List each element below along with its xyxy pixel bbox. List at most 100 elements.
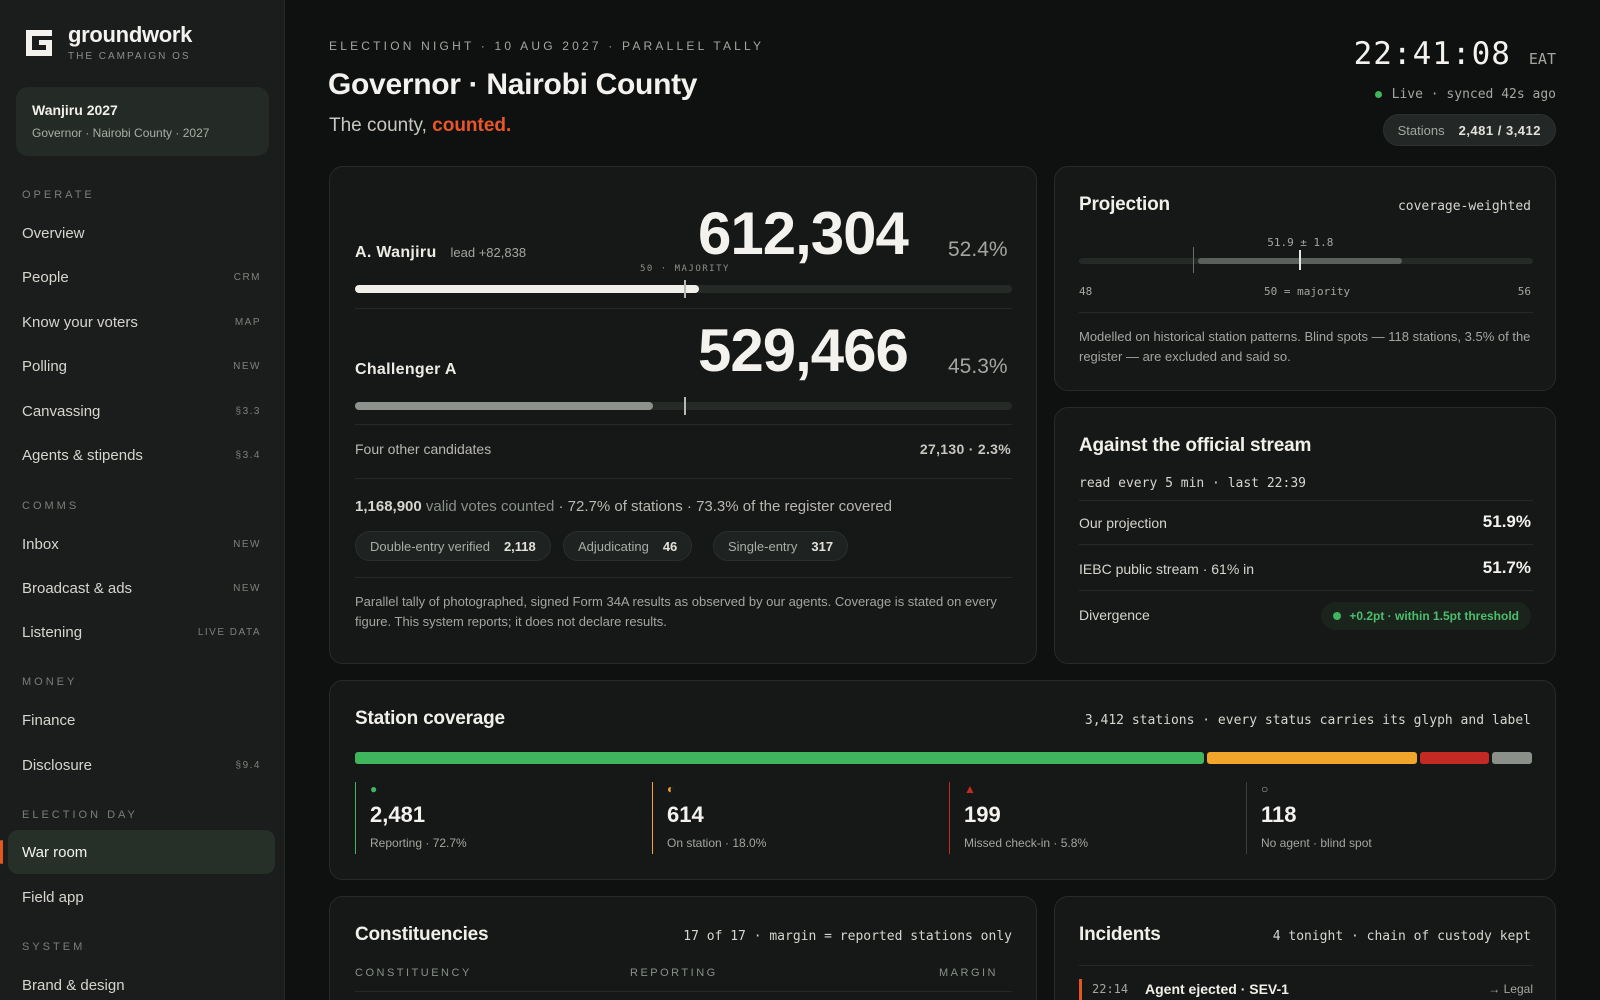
nav-section-system: SYSTEM bbox=[22, 941, 86, 953]
projection-note: Modelled on historical station patterns.… bbox=[1079, 329, 1531, 364]
stations-pill[interactable]: Stations 2,481 / 3,412 bbox=[1382, 114, 1556, 146]
constituencies-title: Constituencies bbox=[355, 924, 489, 945]
clock: 22:41:08 EAT bbox=[1354, 36, 1556, 72]
divergence-text: +0.2pt · within 1.5pt threshold bbox=[1349, 609, 1519, 623]
column-header-margin[interactable]: MARGIN bbox=[939, 967, 998, 979]
reporting-dot-icon: ● bbox=[370, 782, 378, 796]
brand-tagline: THE CAMPAIGN OS bbox=[68, 51, 191, 62]
stat-on-station[interactable]: ◐ 614 On station · 18.0% bbox=[652, 782, 766, 854]
nav-item-agents-stipends[interactable]: Agents & stipends §3.4 bbox=[8, 433, 275, 477]
status-dot-icon bbox=[1333, 612, 1342, 620]
incident-item[interactable]: 22:14 Agent ejected · SEV-1 → Legal bbox=[1079, 979, 1533, 1000]
official-row-value: 51.7% bbox=[1482, 558, 1531, 577]
official-stream-card: Against the official stream read every 5… bbox=[1054, 407, 1556, 664]
page-eyebrow: ELECTION NIGHT · 10 AUG 2027 · PARALLEL … bbox=[329, 39, 765, 53]
tally-note: Parallel tally of photographed, signed F… bbox=[355, 594, 997, 629]
subtitle-accent: counted. bbox=[432, 115, 512, 136]
projection-card: Projection coverage-weighted 51.9 ± 1.8 … bbox=[1054, 166, 1556, 391]
stat-label: Missed check-in · 5.8% bbox=[964, 836, 1089, 850]
challenger-pct: 45.3% bbox=[948, 355, 1008, 378]
nav-item-label: People bbox=[22, 268, 69, 286]
nav-section-election-day: ELECTION DAY bbox=[22, 809, 138, 821]
constituencies-card: Constituencies 17 of 17 · margin = repor… bbox=[329, 896, 1037, 1000]
incident-action-link[interactable]: → Legal bbox=[1488, 982, 1533, 996]
coverage-bar bbox=[355, 752, 1532, 764]
leader-bar-track bbox=[355, 285, 1012, 293]
nav-item-finance[interactable]: Finance bbox=[8, 698, 275, 742]
nav-item-label: Disclosure bbox=[22, 756, 93, 774]
coverage-segment-no-agent[interactable] bbox=[1491, 752, 1532, 764]
tally-card: A. Wanjiru lead +82,838 612,304 52.4% 50 … bbox=[329, 166, 1037, 664]
nav-item-tag: CRM bbox=[233, 271, 261, 283]
nav-item-tag: §3.4 bbox=[235, 449, 261, 461]
divider bbox=[1079, 965, 1533, 966]
nav-section-operate: OPERATE bbox=[22, 189, 95, 201]
stat-missed-checkin[interactable]: ▲ 199 Missed check-in · 5.8% bbox=[949, 782, 1088, 854]
nav-item-field-app[interactable]: Field app bbox=[8, 875, 275, 919]
sidebar: groundwork THE CAMPAIGN OS Wanjiru 2027 … bbox=[0, 0, 285, 1000]
majority-label: 50 · MAJORITY bbox=[640, 264, 730, 274]
nav-item-listening[interactable]: Listening LIVE DATA bbox=[8, 610, 275, 654]
clock-time: 22:41:08 bbox=[1353, 36, 1511, 72]
nav-item-tag: §3.3 bbox=[235, 405, 261, 417]
incidents-card: Incidents 4 tonight · chain of custody k… bbox=[1054, 896, 1556, 1000]
chip-single-entry[interactable]: Single-entry 317 bbox=[713, 531, 849, 561]
leader-row: A. Wanjiru lead +82,838 bbox=[355, 244, 526, 262]
brand[interactable]: groundwork THE CAMPAIGN OS bbox=[24, 24, 192, 62]
column-header-constituency[interactable]: CONSTITUENCY bbox=[355, 967, 472, 979]
nav-item-tag: MAP bbox=[234, 316, 261, 328]
incidents-title: Incidents bbox=[1079, 924, 1161, 945]
nav-item-inbox[interactable]: Inbox NEW bbox=[8, 522, 275, 566]
nav-item-label: Canvassing bbox=[22, 402, 101, 420]
stat-label: No agent · blind spot bbox=[1261, 836, 1372, 850]
coverage-segment-on-station[interactable] bbox=[1207, 752, 1418, 764]
nav-item-war-room[interactable]: War room bbox=[0, 830, 275, 874]
divider bbox=[355, 424, 1012, 425]
nav-item-label: Broadcast & ads bbox=[22, 579, 133, 597]
stations-label: Stations bbox=[1397, 122, 1445, 138]
campaign-switcher[interactable]: Wanjiru 2027 Governor · Nairobi County ·… bbox=[16, 87, 269, 156]
chip-double-entry[interactable]: Double-entry verified 2,118 bbox=[355, 531, 551, 561]
majority-tick bbox=[684, 397, 686, 415]
nav-item-label: Know your voters bbox=[22, 313, 138, 331]
nav-item-overview[interactable]: Overview bbox=[8, 211, 275, 255]
nav-item-tag: NEW bbox=[233, 360, 261, 372]
nav-item-label: Finance bbox=[22, 711, 76, 729]
leader-pct: 52.4% bbox=[948, 238, 1008, 261]
severity-marker bbox=[1079, 979, 1082, 1000]
coverage-segment-missed[interactable] bbox=[1420, 752, 1489, 764]
stat-no-agent[interactable]: ○ 118 No agent · blind spot bbox=[1246, 782, 1372, 854]
column-header-reporting[interactable]: REPORTING bbox=[630, 967, 718, 979]
nav-item-canvassing[interactable]: Canvassing §3.3 bbox=[8, 389, 275, 433]
coverage-text: · 72.7% of stations · 73.3% of the regis… bbox=[558, 498, 893, 515]
projection-axis-mid: 50 = majority bbox=[1264, 285, 1351, 298]
stat-reporting[interactable]: ● 2,481 Reporting · 72.7% bbox=[355, 782, 467, 854]
stat-value: 118 bbox=[1261, 802, 1297, 827]
divider bbox=[1079, 500, 1533, 501]
projection-method: coverage-weighted bbox=[1397, 199, 1531, 214]
nav-item-broadcast-ads[interactable]: Broadcast & ads NEW bbox=[8, 566, 275, 610]
clock-timezone: EAT bbox=[1528, 50, 1556, 68]
divider bbox=[1079, 312, 1533, 313]
chip-adjudicating[interactable]: Adjudicating 46 bbox=[563, 531, 693, 561]
coverage-card: Station coverage 3,412 stations · every … bbox=[329, 680, 1556, 880]
challenger-bar-track bbox=[355, 402, 1012, 410]
divergence-badge: +0.2pt · within 1.5pt threshold bbox=[1321, 602, 1531, 630]
leader-name: A. Wanjiru bbox=[355, 244, 437, 261]
nav-item-polling[interactable]: Polling NEW bbox=[8, 344, 275, 388]
projection-estimate-marker bbox=[1299, 250, 1302, 270]
nav-item-disclosure[interactable]: Disclosure §9.4 bbox=[8, 743, 275, 787]
nav-item-tag: NEW bbox=[233, 582, 261, 594]
coverage-segment-reporting[interactable] bbox=[355, 752, 1205, 764]
divider bbox=[355, 991, 1012, 992]
chip-label: Double-entry verified bbox=[370, 538, 490, 554]
nav-item-people[interactable]: People CRM bbox=[8, 255, 275, 299]
nav-item-know-your-voters[interactable]: Know your voters MAP bbox=[8, 300, 275, 344]
coverage-summary: 3,412 stations · every status carries it… bbox=[1084, 713, 1531, 728]
valid-votes-label: valid votes counted bbox=[425, 498, 555, 515]
nav-item-brand-design[interactable]: Brand & design bbox=[8, 963, 275, 1000]
nav-item-label: Inbox bbox=[22, 535, 59, 553]
empty-circle-icon: ○ bbox=[1261, 782, 1269, 796]
nav-item-tag: LIVE DATA bbox=[197, 626, 261, 638]
projection-title: Projection bbox=[1079, 194, 1170, 215]
